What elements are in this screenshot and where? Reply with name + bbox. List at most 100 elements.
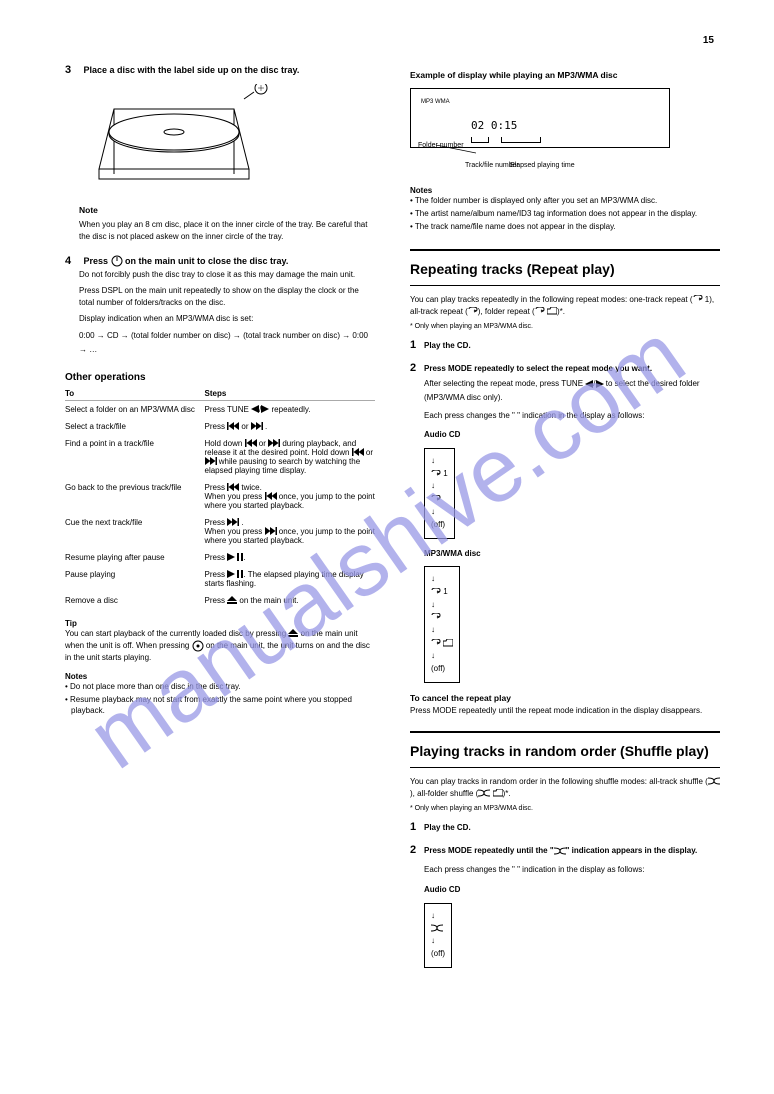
prev-track-icon (227, 422, 239, 430)
repeat-step-1: Play the CD. (424, 341, 471, 350)
op-point-label: Find a point in a track/file (65, 435, 205, 479)
display-example-heading: Example of display while playing an MP3/… (410, 70, 720, 80)
op-pause-label: Pause playing (65, 566, 205, 592)
step-3-note-body: When you play an 8 cm disc, place it on … (79, 219, 375, 243)
operations-table: ToSteps Select a folder on an MP3/WMA di… (65, 387, 375, 609)
next-track-icon (265, 527, 277, 535)
op-folder-post: repeatedly. (272, 405, 311, 414)
shuffle-icon (478, 789, 490, 797)
audio-cd-label: Audio CD (424, 428, 720, 442)
eject-icon (288, 629, 298, 637)
play-icon (227, 553, 235, 561)
shuffle-step-2-body: Each press changes the " " indication in… (424, 863, 720, 877)
prev-track-icon (265, 492, 277, 500)
note-item: • Resume playback may not start from exa… (71, 694, 375, 716)
right-column: Example of display while playing an MP3/… (410, 60, 720, 968)
prev-track-icon (352, 448, 364, 456)
repeat-icon (468, 307, 478, 315)
step-4-body-2: Press DSPL on the main unit repeatedly t… (79, 285, 375, 309)
step-4-title-suffix: on the main unit to close the disc tray. (125, 256, 288, 266)
note-item: • The folder number is displayed only af… (416, 195, 720, 206)
step-4: 4 Press on the main unit to close the di… (65, 251, 375, 358)
folder-icon (443, 639, 453, 647)
audio-cd-repeat-modes: ↓ 1↓↓(off) (424, 448, 455, 539)
repeat-icon (535, 307, 545, 315)
shuffle-icon (708, 777, 720, 785)
mp3-disc-label: MP3/WMA disc (424, 547, 720, 561)
mp3-repeat-modes: ↓ 1↓↓ ↓(off) (424, 566, 460, 682)
shuffle-body: You can play tracks in random order in t… (410, 776, 720, 800)
shuffle-icon (431, 924, 443, 932)
step-4-body-3: Display indication when an MP3/WMA disc … (79, 313, 375, 325)
step-3-note-heading: Note (79, 204, 375, 217)
folder-icon (547, 307, 557, 315)
right-triangle-icon (596, 380, 604, 388)
repeat-body: You can play tracks repeatedly in the fo… (410, 294, 720, 318)
repeat-step-2-body: Each press changes the " " indication in… (424, 409, 720, 423)
repeat-section-title: Repeating tracks (Repeat play) (410, 261, 720, 277)
note-item: • Do not place more than one disc in the… (71, 681, 375, 692)
next-track-icon (251, 422, 263, 430)
step-3-number: 3 (65, 64, 79, 76)
repeat-step-2: Press MODE repeatedly to select the repe… (424, 364, 652, 373)
disc-tray-illustration (79, 84, 279, 194)
op-folder-pre: Press TUNE (205, 405, 252, 414)
display-panel-wrapper: 02 0:15 MP3 WMA Folder number Track/file… (410, 88, 720, 178)
notes-heading: Notes (65, 672, 375, 681)
eject-icon (227, 596, 237, 604)
next-track-icon (205, 457, 217, 465)
repeat-icon (431, 639, 441, 647)
table-row: Go back to the previous track/file Press… (65, 479, 375, 514)
step-3-title: Place a disc with the label side up on t… (83, 65, 299, 75)
step-4-title-prefix: Press (83, 256, 108, 266)
op-folder-label: Select a folder on an MP3/WMA disc (65, 400, 205, 418)
op-resume-label: Resume playing after pause (65, 549, 205, 566)
shuffle-steps: 1Play the CD. 2Press MODE repeatedly unt… (410, 818, 720, 968)
shuffle-section-title: Playing tracks in random order (Shuffle … (410, 743, 720, 759)
shuffle-icon (554, 847, 566, 855)
left-column: 3 Place a disc with the label side up on… (65, 60, 375, 718)
next-track-icon (268, 439, 280, 447)
note-item: • The artist name/album name/ID3 tag inf… (416, 208, 720, 219)
page-number: 15 (703, 35, 714, 46)
left-triangle-icon (251, 405, 259, 413)
table-row: Select a folder on an MP3/WMA disc Press… (65, 400, 375, 418)
step-4-sequence: 0:00 → CD → (total folder number on disc… (79, 329, 375, 358)
pointer-line-icon (436, 145, 476, 165)
cancel-repeat-body: Press MODE repeatedly until the repeat m… (410, 705, 720, 717)
label-elapsed-time: Elapsed playing time (510, 162, 575, 169)
display-panel: 02 0:15 MP3 WMA (410, 88, 670, 148)
step-4-body-1: Do not forcibly push the disc tray to cl… (79, 269, 375, 281)
next-track-icon (227, 518, 239, 526)
table-row: Pause playing Press . The elapsed playin… (65, 566, 375, 592)
op-track-post: . (265, 422, 267, 431)
table-row: Select a track/file Press or . (65, 418, 375, 435)
op-track-pre: Press (205, 422, 228, 431)
folder-icon (493, 789, 503, 797)
note-item: • The track name/file name does not appe… (416, 221, 720, 232)
op-track-label: Select a track/file (65, 418, 205, 435)
repeat-icon (431, 495, 441, 503)
op-prev-label: Go back to the previous track/file (65, 479, 205, 514)
step-4-number: 4 (65, 255, 79, 267)
prev-track-icon (245, 439, 257, 447)
tip-body: You can start playback of the currently … (65, 628, 375, 664)
op-cue-label: Cue the next track/file (65, 514, 205, 549)
table-row: Find a point in a track/file Hold down o… (65, 435, 375, 479)
shuffle-audio-cd-label: Audio CD (424, 883, 720, 897)
pause-icon (237, 553, 243, 561)
eject-close-icon (111, 255, 123, 267)
table-row: Resume playing after pause Press . (65, 549, 375, 566)
disc-icon (192, 640, 204, 652)
shuffle-footnote: * Only when playing an MP3/WMA disc. (410, 804, 720, 815)
cancel-repeat-heading: To cancel the repeat play (410, 693, 720, 703)
other-operations-heading: Other operations (65, 372, 375, 383)
table-row: Cue the next track/file Press .When you … (65, 514, 375, 549)
repeat-icon (431, 588, 441, 596)
repeat-steps: 1Play the CD. 2Press MODE repeatedly to … (410, 336, 720, 683)
prev-track-icon (227, 483, 239, 491)
repeat-footnote: * Only when playing an MP3/WMA disc. (410, 322, 720, 333)
play-icon (227, 570, 235, 578)
right-triangle-icon (261, 405, 269, 413)
shuffle-step-1: Play the CD. (424, 823, 471, 832)
